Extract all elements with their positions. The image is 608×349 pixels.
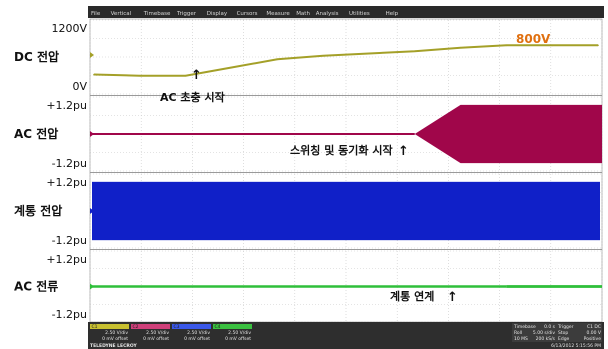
trigger-value: 0.00 V [586, 330, 601, 336]
switching-annotation: 스위칭 및 동기화 시작 [290, 143, 393, 157]
dc-voltage-point [139, 74, 141, 77]
panel-name: DC 전압 [14, 49, 59, 64]
channel-tab[interactable] [90, 324, 129, 329]
channel-offset: 0 mV offset [102, 336, 128, 342]
ac-current-envelope [506, 285, 602, 288]
channel-scale: 2.50 V/div [228, 330, 251, 336]
traces [90, 44, 602, 290]
date-stamp: 6/13/2012 5:15:56 PM [551, 343, 601, 349]
panel-bottom-label: -1.2pu [52, 308, 87, 321]
panel-top-label: +1.2pu [46, 253, 87, 266]
dc-voltage-point [597, 44, 599, 47]
channel-tab[interactable] [172, 324, 211, 329]
menu-item-cursors[interactable]: Cursors [237, 11, 258, 17]
panel-top-label: +1.2pu [46, 99, 87, 112]
timebase-label: 10 MS [514, 336, 528, 342]
brand-logo-text: TELEDYNE LECROY [90, 343, 138, 349]
arrow-switching: ↑ [398, 144, 409, 159]
menu-item-analysis[interactable]: Analysis [316, 11, 339, 17]
menu-item-utilities[interactable]: Utilities [349, 11, 370, 17]
ac-voltage-envelope [414, 104, 602, 164]
grid-tie-annotation: 계통 연계 [390, 289, 434, 303]
channel-marker [90, 131, 94, 137]
menu-item-display[interactable]: Display [207, 11, 228, 17]
trigger-value: C1 DC [587, 324, 601, 330]
dc-voltage-point [459, 46, 462, 49]
dc-voltage-point [368, 52, 370, 55]
trigger-label: Trigger [557, 324, 574, 330]
dc-level-annotation: 800V [516, 32, 551, 46]
channel-tab[interactable] [131, 324, 170, 329]
menu-item-file[interactable]: File [91, 11, 101, 17]
channel-marker [90, 208, 94, 214]
dc-voltage-point [230, 66, 233, 69]
timebase-value: 5.00 s/div [533, 330, 555, 336]
dc-voltage-point [93, 73, 95, 76]
panel-name: AC 전압 [14, 126, 58, 141]
panel-top-label: 1200V [51, 22, 87, 35]
arrow-grid-tie: ↑ [447, 290, 458, 305]
channel-offset: 0 mV offset [143, 336, 169, 342]
dc-voltage-point [505, 44, 508, 47]
channel-marker [90, 283, 94, 290]
dc-voltage-trace [93, 44, 598, 77]
panel-bottom-label: 0V [72, 80, 87, 93]
channel-scale: 2.50 V/div [187, 330, 210, 336]
channel-tag: C4 [215, 324, 221, 330]
channel-offset: 0 mV offset [184, 336, 210, 342]
channel-scale: 2.50 V/div [146, 330, 169, 336]
panel-bottom-label: -1.2pu [52, 157, 87, 170]
timebase-label: Roll [514, 330, 522, 336]
plot-area [89, 18, 603, 323]
panel-bottom-label: -1.2pu [52, 234, 87, 247]
arrow-ac-charge: ↑ [191, 68, 202, 83]
dc-voltage-point [276, 58, 279, 61]
dc-voltage-point [322, 55, 324, 57]
dc-voltage-point [184, 74, 187, 77]
channel-scale: 2.50 V/div [105, 330, 128, 336]
panel-top-label: +1.2pu [46, 176, 87, 189]
menu-items: File Vertical Timebase Trigger Display Cursor… [91, 11, 399, 17]
menu-bar [88, 6, 604, 18]
menu-item-timebase[interactable]: Timebase [143, 11, 171, 17]
channel-tab[interactable] [213, 324, 252, 329]
timebase-value: 200 kS/s [536, 336, 556, 342]
menu-item-math[interactable]: Math [296, 11, 310, 17]
panel-name: 계통 전압 [14, 203, 62, 218]
channel-tag: C1 [92, 324, 98, 330]
grid-voltage-envelope [92, 181, 600, 241]
channel-tag: C3 [174, 324, 180, 330]
axis-labels: 1200V 0V DC 전압 +1.2pu -1.2pu AC 전압 +1.2pu -1.2p… [14, 22, 87, 321]
channel-tag: C2 [133, 324, 139, 330]
dc-voltage-point [551, 44, 553, 47]
timebase-panel[interactable] [512, 323, 602, 342]
menu-item-vertical[interactable]: Vertical [111, 11, 132, 17]
timebase-label: Timebase [513, 324, 536, 330]
trigger-label: Edge [558, 336, 570, 342]
trigger-value: Positive [584, 336, 602, 342]
channel-offset: 0 mV offset [225, 336, 251, 342]
timebase-value: 0.0 s [544, 324, 556, 330]
channel-marker [90, 52, 94, 58]
ac-charge-annotation: AC 초충 시작 [160, 90, 225, 104]
menu-item-measure[interactable]: Measure [266, 11, 290, 17]
trigger-label: Stop [558, 330, 568, 336]
panel-name: AC 전류 [14, 279, 58, 294]
menu-item-help[interactable]: Help [386, 11, 399, 17]
menu-item-trigger[interactable]: Trigger [176, 11, 197, 17]
dc-voltage-point [413, 50, 416, 52]
